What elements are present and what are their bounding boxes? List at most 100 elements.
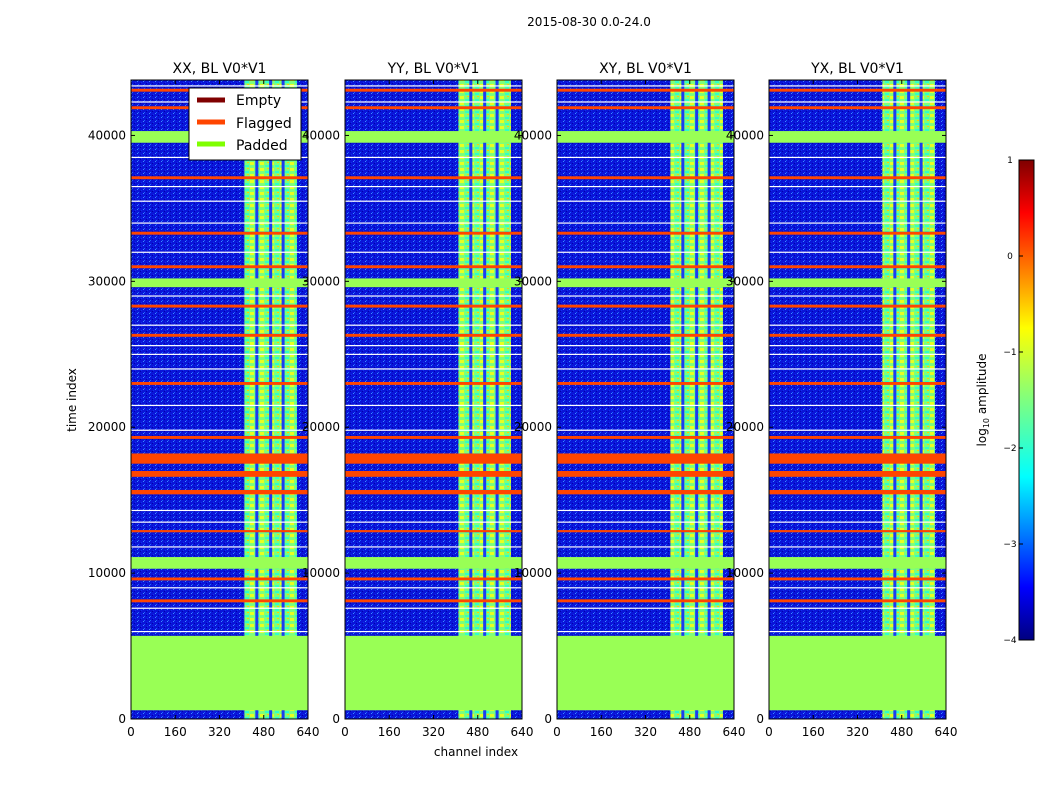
x-tick-label: 480 [890, 725, 913, 739]
x-tick-label: 320 [422, 725, 445, 739]
flagged-band [345, 470, 522, 477]
flagged-band [345, 88, 522, 92]
white-time-line [131, 587, 308, 589]
panel-yx: YX, BL V0*V1 0 160 320 480 640 0 10000 20000 3000… [726, 61, 958, 739]
white-time-line [131, 186, 308, 188]
padded-band [345, 559, 522, 569]
flagged-band [131, 231, 308, 235]
flagged-band [345, 176, 522, 180]
y-tick-label: 20000 [88, 420, 126, 434]
flagged-band [131, 599, 308, 603]
white-time-line [769, 101, 946, 103]
flagged-band [557, 88, 734, 92]
white-time-line [557, 368, 734, 370]
flagged-band [131, 304, 308, 308]
channel-gap [893, 80, 897, 719]
x-tick-label: 480 [466, 725, 489, 739]
padded-band [131, 278, 308, 288]
x-tick-label: 160 [590, 725, 613, 739]
white-time-line [131, 222, 308, 224]
white-time-line [769, 546, 946, 548]
x-tick-label: 640 [511, 725, 534, 739]
y-tick-label: 10000 [726, 566, 764, 580]
flagged-band [345, 381, 522, 385]
white-time-line [557, 429, 734, 431]
white-time-line [557, 200, 734, 202]
y-tick-label: 0 [118, 712, 126, 726]
white-time-line [557, 222, 734, 224]
flagged-band [131, 265, 308, 269]
white-time-line [769, 404, 946, 407]
white-time-line [557, 509, 734, 512]
flagged-band [769, 577, 946, 581]
white-time-line [345, 200, 522, 202]
flagged-band [345, 231, 522, 235]
x-tick-label: 0 [127, 725, 135, 739]
padded-region [557, 635, 734, 711]
white-time-line [557, 521, 734, 523]
y-tick-label: 0 [544, 712, 552, 726]
x-tick-label: 0 [341, 725, 349, 739]
panel-xx: XX, BL V0*V1 0 160 320 480 640 0 10000 20000 3000… [88, 61, 320, 739]
white-time-line [769, 295, 946, 297]
flagged-band [557, 265, 734, 269]
x-tick-label: 640 [723, 725, 746, 739]
flagged-band [131, 381, 308, 385]
white-time-line [345, 186, 522, 188]
flagged-band [131, 470, 308, 477]
white-time-line [345, 429, 522, 431]
white-time-line [131, 368, 308, 370]
white-time-line [557, 251, 734, 253]
x-tick-label: 640 [935, 725, 958, 739]
x-tick-label: 640 [297, 725, 320, 739]
panel-title: YX, BL V0*V1 [810, 61, 904, 77]
flagged-band [769, 470, 946, 477]
y-tick-label: 30000 [302, 274, 340, 288]
panel-title: XY, BL V0*V1 [599, 61, 692, 77]
white-time-line [131, 509, 308, 512]
y-tick-label: 10000 [302, 566, 340, 580]
white-time-line [557, 156, 734, 159]
white-time-line [557, 295, 734, 297]
flagged-band [769, 304, 946, 308]
white-time-line [345, 353, 522, 355]
white-time-line [557, 546, 734, 548]
white-time-line [345, 368, 522, 370]
white-time-line [345, 222, 522, 224]
y-tick-label: 40000 [726, 128, 764, 142]
white-time-line [769, 607, 946, 609]
y-tick-label: 0 [332, 712, 340, 726]
flagged-band [557, 599, 734, 603]
white-time-line [769, 368, 946, 370]
flagged-band [769, 435, 946, 439]
white-time-line [345, 509, 522, 512]
white-time-line [769, 156, 946, 159]
padded-band [131, 557, 308, 560]
flagged-band [557, 453, 734, 464]
channel-gap [483, 80, 487, 719]
flagged-band [769, 381, 946, 385]
white-time-line [131, 251, 308, 253]
white-time-line [557, 101, 734, 103]
white-time-line [557, 324, 734, 326]
flagged-band [131, 577, 308, 581]
white-time-line [769, 222, 946, 224]
flagged-band [131, 333, 308, 337]
padded-band [131, 559, 308, 569]
white-time-line [131, 324, 308, 326]
panel-yy: YY, BL V0*V1 0 160 320 480 640 0 10000 20000 3000… [302, 61, 534, 739]
white-time-line [557, 85, 734, 87]
colorbar-label-rest: amplitude [975, 354, 989, 418]
colorbar-label: log10 amplitude [975, 354, 991, 447]
x-tick-label: 160 [802, 725, 825, 739]
channel-gap [255, 80, 259, 719]
white-time-line [557, 353, 734, 355]
white-time-line [769, 630, 946, 633]
white-time-line [131, 295, 308, 297]
figure-title: 2015-08-30 0.0-24.0 [527, 15, 651, 29]
flagged-band [557, 106, 734, 110]
white-time-line [557, 607, 734, 609]
colorbar-gradient [1018, 159, 1035, 641]
panel-title: XX, BL V0*V1 [173, 61, 267, 77]
white-time-line [131, 546, 308, 548]
